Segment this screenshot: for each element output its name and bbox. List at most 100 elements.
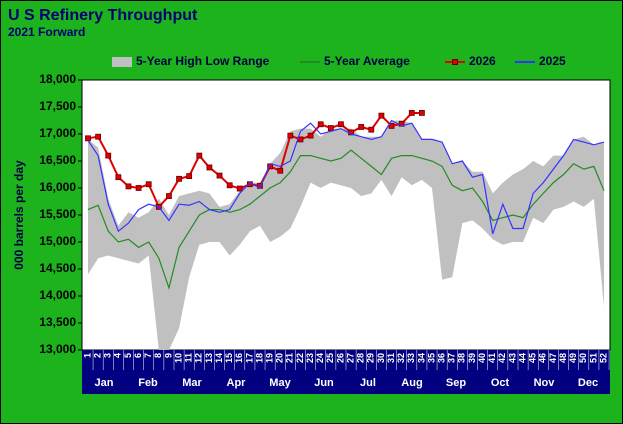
legend-marker [452,59,458,65]
x-tick-label: 23 [305,353,315,363]
chart-title: U S Refinery Throughput [8,7,198,24]
series-marker [186,173,193,180]
x-tick-label: 41 [487,353,497,363]
x-tick-label: 25 [325,353,335,363]
x-tick-label: 10 [173,353,183,363]
legend-label: 2025 [539,54,566,68]
series-marker [418,110,425,116]
x-tick-label: 32 [396,353,406,363]
x-tick-label: 48 [558,353,568,363]
x-tick-label: 47 [548,353,558,363]
series-marker [206,164,213,171]
x-tick-label: 22 [295,353,305,363]
x-tick-label: 45 [528,353,538,363]
month-label: Apr [227,377,247,389]
x-tick-label: 8 [153,353,163,358]
series-marker [176,175,182,182]
y-axis-label: 000 barrels per day [12,160,26,270]
series-marker [277,167,284,174]
x-tick-label: 31 [386,353,396,363]
x-tick-label: 21 [285,353,295,363]
x-tick-label: 14 [214,353,224,363]
series-marker [317,121,324,128]
x-tick-label: 52 [598,353,608,363]
series-marker [327,125,334,131]
series-marker [166,193,172,200]
y-tick-label: 18,000 [39,72,76,86]
x-tick-label: 28 [356,353,366,363]
series-marker [115,174,122,181]
month-label: May [269,377,291,389]
x-tick-label: 40 [477,353,487,363]
x-tick-label: 42 [497,353,507,363]
x-tick-label: 1 [82,353,92,358]
y-tick-label: 16,500 [39,153,76,167]
series-marker [135,185,142,191]
x-tick-label: 27 [345,353,355,363]
month-label: Aug [401,377,422,389]
x-tick-label: 50 [578,353,588,363]
series-marker [236,185,243,192]
month-label: Sep [446,377,466,389]
series-marker [368,126,375,133]
series-marker [388,123,395,129]
x-tick-label: 34 [416,353,426,363]
month-label: Jun [314,377,334,389]
legend-label: 2026 [469,54,496,68]
x-tick-label: 3 [103,353,113,358]
x-tick-label: 17 [244,353,254,363]
range-band [88,120,604,350]
legend-label: 5-Year High Low Range [136,54,270,68]
series-marker [338,121,344,128]
series-line [87,119,605,235]
y-tick-label: 13,500 [39,315,76,329]
y-tick-label: 17,000 [39,126,76,140]
x-tick-label: 9 [163,353,173,358]
x-tick-label: 4 [113,353,123,358]
month-label: Oct [491,377,510,389]
x-tick-label: 35 [426,353,436,363]
x-tick-label: 43 [507,353,517,363]
x-tick-label: 38 [457,353,467,363]
series-marker [378,112,385,119]
x-tick-label: 37 [447,353,457,363]
series-marker [408,110,415,116]
x-tick-label: 16 [234,353,244,363]
y-tick-label: 15,000 [39,234,76,248]
month-label: Mar [182,377,202,389]
x-tick-label: 18 [254,353,264,363]
x-tick-label: 49 [568,353,578,363]
series-line [87,149,605,291]
series-marker [226,182,233,189]
x-tick-label: 29 [366,353,376,363]
x-tick-label: 30 [376,353,386,363]
y-tick-label: 16,000 [39,180,76,194]
x-tick-label: 12 [194,353,204,363]
series-marker [196,152,203,159]
y-tick-label: 15,500 [39,207,76,221]
x-tick-label: 46 [538,353,548,363]
x-tick-label: 24 [315,353,325,363]
x-tick-label: 6 [133,353,143,358]
y-tick-label: 14,000 [39,288,76,302]
series-marker [145,181,152,188]
month-label: Dec [578,377,598,389]
x-tick-label: 2 [92,353,102,358]
series-marker [216,172,223,179]
month-label: Nov [534,377,556,389]
legend-label: 5-Year Average [324,54,410,68]
legend-swatch [112,57,132,67]
x-tick-label: 26 [335,353,345,363]
y-tick-label: 13,000 [39,342,76,356]
series-marker [125,183,132,190]
month-label: Feb [138,377,158,389]
series-marker [358,124,365,130]
series-marker [287,132,294,139]
month-label: Jan [95,377,114,389]
series-marker [95,133,102,140]
y-tick-label: 14,500 [39,261,76,275]
x-tick-label: 13 [204,353,214,363]
y-tick-label: 17,500 [39,99,76,113]
